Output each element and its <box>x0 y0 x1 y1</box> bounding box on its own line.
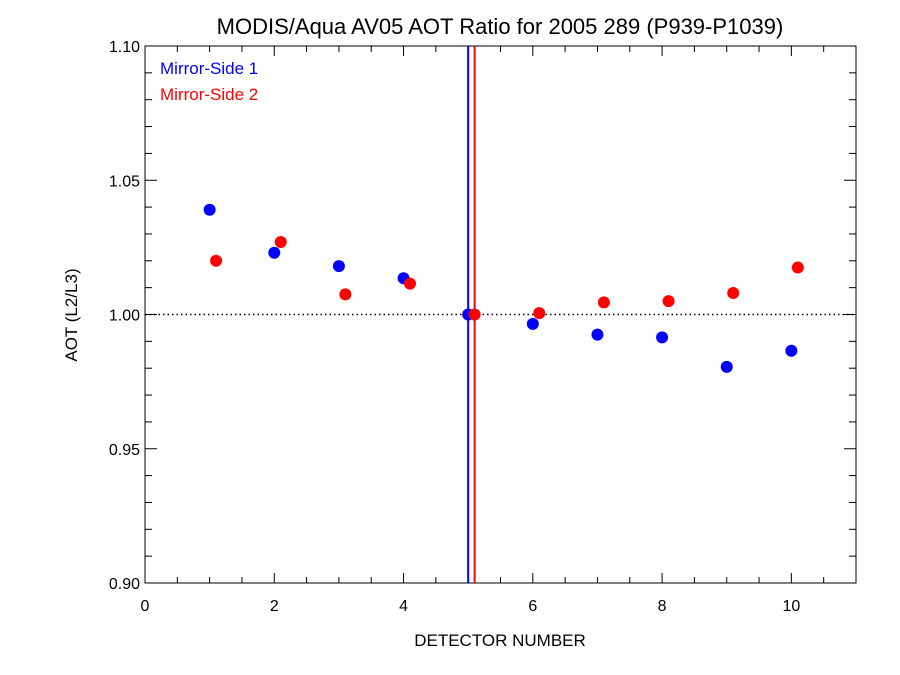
legend-item-mirror-side-1: Mirror-Side 1 <box>160 59 258 78</box>
series-1-point <box>591 328 604 341</box>
x-tick-label: 0 <box>141 598 150 615</box>
series-2-point <box>404 277 417 290</box>
chart-title: MODIS/Aqua AV05 AOT Ratio for 2005 289 (… <box>217 14 784 39</box>
x-tick-label: 10 <box>782 598 800 615</box>
y-axis-label: AOT (L2/L3) <box>62 268 81 361</box>
series-1-point <box>268 246 281 259</box>
y-tick-label: 0.95 <box>109 442 140 459</box>
points-layer <box>203 203 804 373</box>
y-tick-label: 1.05 <box>109 173 140 190</box>
y-tick-label: 1.10 <box>109 39 140 56</box>
x-tick-label: 4 <box>399 598 408 615</box>
legend: Mirror-Side 1 Mirror-Side 2 <box>160 59 258 104</box>
series-1-point <box>785 344 798 357</box>
reference-layer <box>145 46 856 583</box>
x-axis-label: DETECTOR NUMBER <box>414 631 586 650</box>
series-1-point <box>203 203 216 216</box>
legend-item-mirror-side-2: Mirror-Side 2 <box>160 85 258 104</box>
x-tick-label: 2 <box>270 598 279 615</box>
y-tick-label: 0.90 <box>109 576 140 593</box>
series-2-point <box>533 307 546 320</box>
series-2-point <box>662 295 675 308</box>
series-2-point <box>727 287 740 300</box>
series-1-point <box>526 317 539 330</box>
y-tick-label: 1.00 <box>109 308 140 325</box>
series-1-point <box>332 260 345 273</box>
series-2-point <box>468 308 481 321</box>
x-tick-label: 6 <box>528 598 537 615</box>
series-2-point <box>339 288 352 301</box>
series-1-point <box>656 331 669 344</box>
series-1-point <box>720 360 733 373</box>
series-2-point <box>791 261 804 274</box>
series-2-point <box>597 296 610 309</box>
series-2-point <box>210 254 223 267</box>
ticks-layer: 0 2 4 6 8 10 0.90 0.95 1.00 1.05 1.10 <box>109 39 857 615</box>
series-2-point <box>274 236 287 249</box>
x-tick-label: 8 <box>658 598 667 615</box>
